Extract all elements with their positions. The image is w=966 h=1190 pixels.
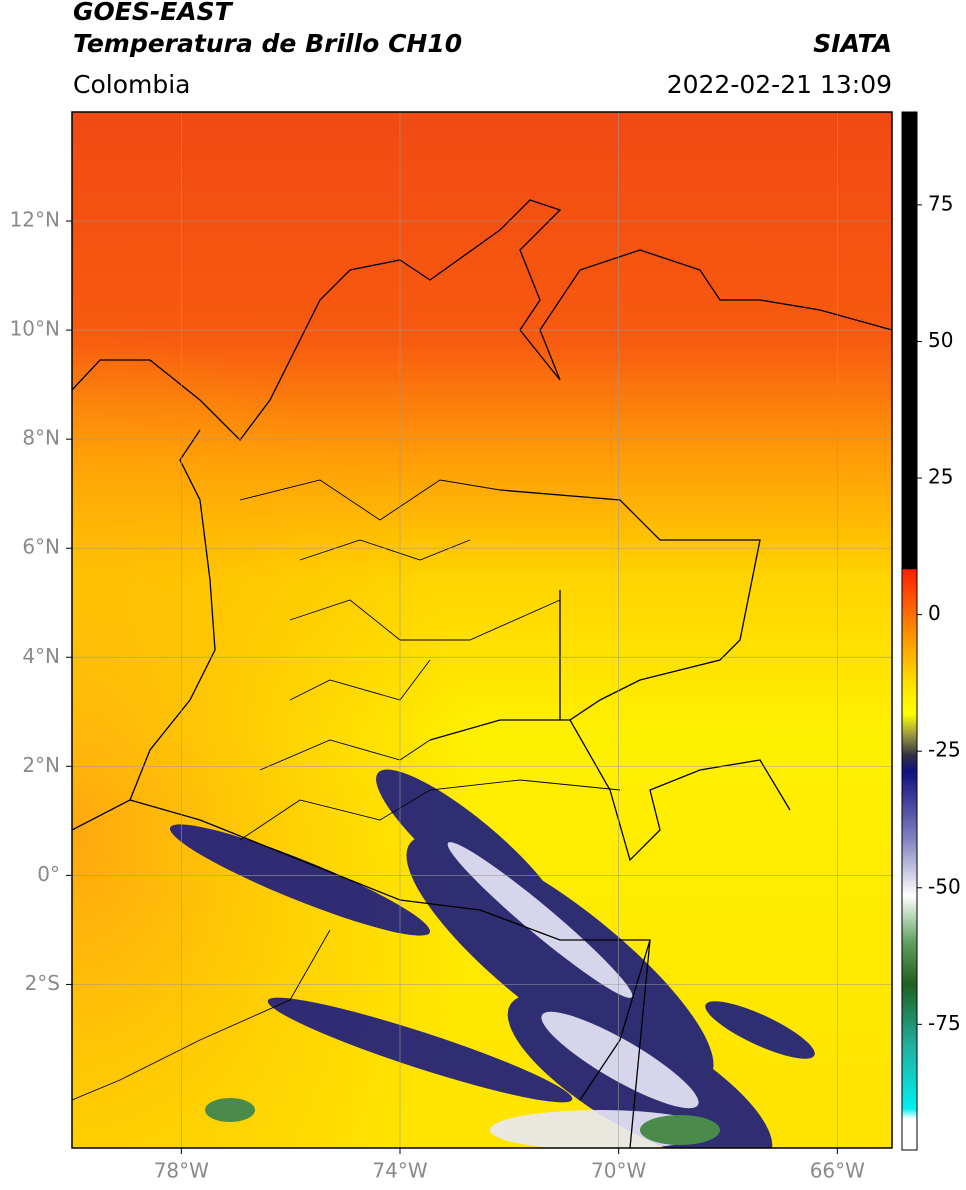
colorbar-tick-label: -25 xyxy=(928,738,961,762)
colorbar-tick-label: 50 xyxy=(928,328,953,352)
source: SIATA xyxy=(813,29,892,58)
y-tick-label: 10°N xyxy=(10,317,60,341)
y-tick-label: 4°N xyxy=(22,644,60,668)
y-tick-label: 12°N xyxy=(10,208,60,232)
y-tick-label: 2°S xyxy=(25,971,60,995)
x-tick-label: 70°W xyxy=(591,1159,646,1183)
colorbar-tick-label: 75 xyxy=(928,191,953,215)
region: Colombia xyxy=(73,70,190,99)
y-tick-label: 2°N xyxy=(22,753,60,777)
x-tick-label: 66°W xyxy=(810,1159,865,1183)
colorbar-tick-label: -75 xyxy=(928,1011,961,1035)
y-tick-label: 6°N xyxy=(22,535,60,559)
datetime: 2022-02-21 13:09 xyxy=(667,70,892,99)
grid xyxy=(72,112,892,1148)
x-tick-label: 74°W xyxy=(372,1159,427,1183)
map-frame xyxy=(71,111,893,1149)
subtitle: Temperatura de Brillo CH10 xyxy=(73,29,462,58)
colorbar-tick-label: -50 xyxy=(928,874,961,898)
x-tick-label: 78°W xyxy=(154,1159,209,1183)
y-tick-label: 0° xyxy=(37,862,60,886)
title: GOES-EAST xyxy=(73,0,234,26)
satellite-image xyxy=(72,112,892,1148)
colorbar xyxy=(901,111,918,1151)
colorbar-tick-label: 0 xyxy=(928,601,941,625)
colorbar-tick-label: 25 xyxy=(928,465,953,489)
y-tick-label: 8°N xyxy=(22,426,60,450)
